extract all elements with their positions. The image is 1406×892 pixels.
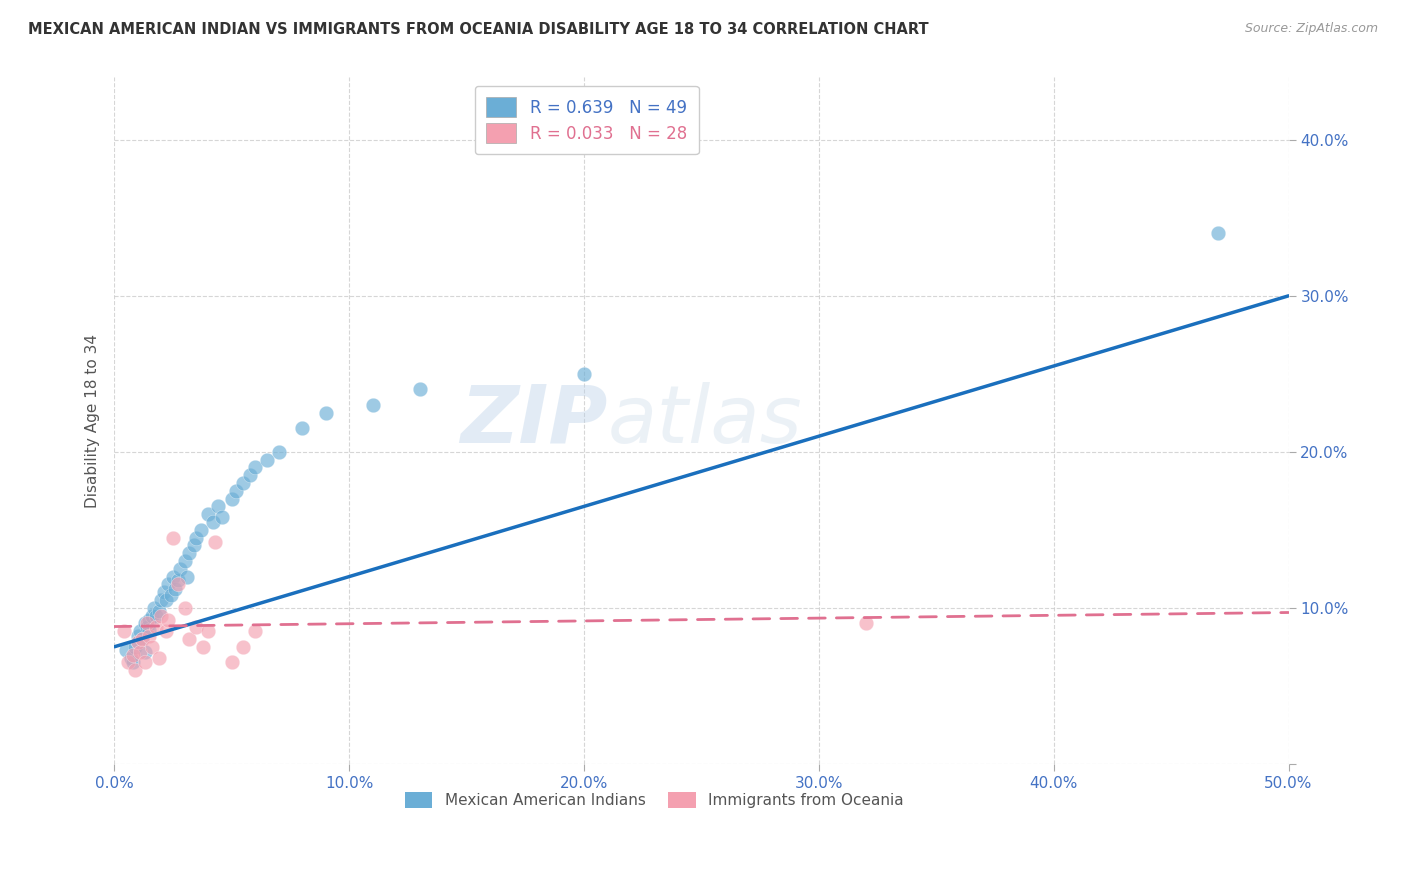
Point [162,569,184,583]
Point [197,507,219,521]
Point [145,608,167,623]
Point [155,593,177,607]
Point [572,367,595,381]
Point [267,445,290,459]
Y-axis label: Disability Age 18 to 34: Disability Age 18 to 34 [86,334,100,508]
Point [243,624,266,639]
Point [138,623,160,637]
Point [141,608,163,623]
Point [190,523,212,537]
Point [183,538,205,552]
Point [204,535,226,549]
Point [134,616,156,631]
Point [1206,227,1229,241]
Point [138,629,160,643]
Point [129,644,152,658]
Point [136,616,159,631]
Point [159,588,181,602]
Point [201,515,224,529]
Point [152,585,174,599]
Point [243,460,266,475]
Point [124,663,146,677]
Point [131,632,153,646]
Point [129,624,152,639]
Point [162,531,184,545]
Point [157,577,180,591]
Point [145,619,167,633]
Point [256,452,278,467]
Point [186,619,208,633]
Point [179,632,201,646]
Point [166,577,188,591]
Point [117,656,139,670]
Point [221,656,243,670]
Point [173,554,195,568]
Point [127,629,149,643]
Point [408,383,430,397]
Point [138,613,160,627]
Point [169,562,191,576]
Point [150,593,173,607]
Point [122,656,145,670]
Point [122,648,145,662]
Point [232,476,254,491]
Point [148,604,170,618]
Point [124,640,146,654]
Point [361,398,384,412]
Point [165,582,187,596]
Point [232,640,254,654]
Point [179,546,201,560]
Point [115,643,138,657]
Point [143,600,166,615]
Legend: Mexican American Indians, Immigrants from Oceania: Mexican American Indians, Immigrants fro… [399,787,910,814]
Point [150,608,173,623]
Point [239,468,262,483]
Point [207,500,229,514]
Point [855,616,877,631]
Text: ZIP: ZIP [460,382,607,459]
Point [176,569,198,583]
Point [112,624,135,639]
Point [173,600,195,615]
Point [291,421,314,435]
Point [211,510,233,524]
Point [197,624,219,639]
Point [134,644,156,658]
Point [141,640,163,654]
Point [193,640,215,654]
Point [225,483,247,498]
Point [315,406,337,420]
Point [186,531,208,545]
Point [221,491,243,506]
Point [134,656,156,670]
Point [127,635,149,649]
Point [131,632,153,646]
Text: Source: ZipAtlas.com: Source: ZipAtlas.com [1244,22,1378,36]
Point [148,650,170,665]
Point [166,573,188,587]
Point [127,635,149,649]
Text: atlas: atlas [607,382,803,459]
Text: MEXICAN AMERICAN INDIAN VS IMMIGRANTS FROM OCEANIA DISABILITY AGE 18 TO 34 CORRE: MEXICAN AMERICAN INDIAN VS IMMIGRANTS FR… [28,22,929,37]
Point [136,619,159,633]
Point [157,613,180,627]
Point [120,650,142,665]
Point [155,624,177,639]
